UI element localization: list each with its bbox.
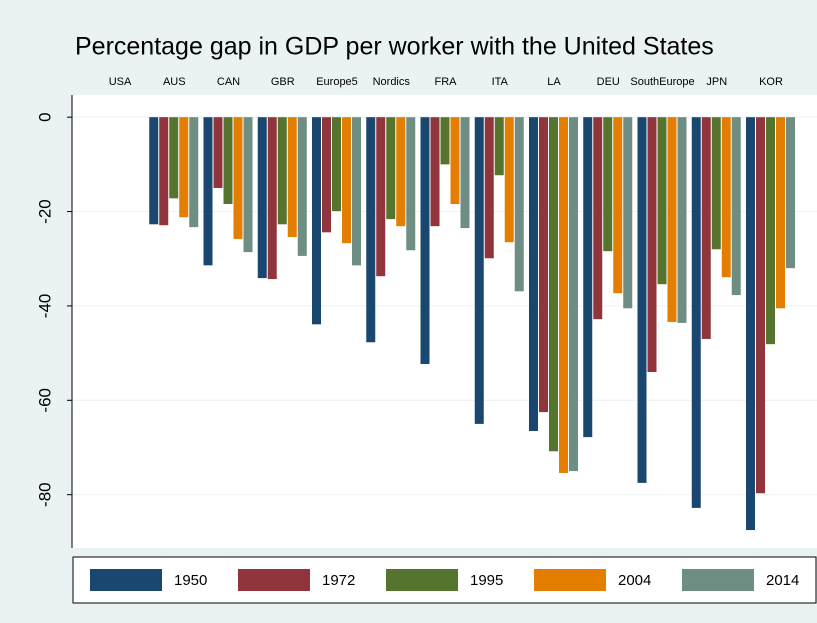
x-tick-label: Europe5 [316,76,358,88]
legend-swatch [386,569,458,591]
bar [677,117,687,323]
bar [583,117,593,438]
y-tick-label: -80 [35,482,54,507]
bar [766,117,775,345]
bar [637,117,647,483]
bar [539,117,548,413]
bar [243,117,253,253]
x-tick-label: GBR [271,76,295,88]
bar [420,117,430,364]
y-tick-label: 0 [35,112,54,121]
bar [169,117,179,199]
bar [504,117,514,243]
bar [440,117,450,165]
legend-swatch [238,569,310,591]
legend-label: 1950 [174,572,207,589]
bar [786,117,795,269]
legend-label: 2014 [766,572,799,589]
bar [647,117,657,372]
bar [366,117,376,343]
bar [179,117,189,218]
bar [484,117,494,259]
bar [342,117,351,244]
bar [731,117,741,296]
bar [287,117,297,238]
legend-label: 1995 [470,572,503,589]
bar [233,117,243,239]
x-tick-label: DEU [597,76,620,88]
bar [430,117,440,227]
bar [613,117,623,294]
bar [376,117,386,277]
bar [189,117,199,228]
bar [322,117,331,233]
x-tick-label: JPN [706,76,727,88]
legend-label: 2004 [618,572,651,589]
bar [450,117,460,205]
bar [223,117,233,205]
bar [529,117,538,431]
bar [406,117,416,251]
y-tick-label: -20 [35,199,54,224]
bar [352,117,361,266]
bar [257,117,267,279]
y-tick-label: -40 [35,294,54,319]
bar [396,117,406,227]
bar [603,117,613,252]
bar [756,117,765,494]
y-tick-label: -60 [35,388,54,413]
chart-title: Percentage gap in GDP per worker with th… [75,33,714,61]
bar [297,117,307,256]
legend-swatch [90,569,162,591]
bar [569,117,578,472]
legend-label: 1972 [322,572,355,589]
bar [514,117,524,292]
bar [474,117,484,424]
bar [159,117,169,226]
bar [559,117,568,473]
bar [332,117,341,212]
x-tick-label: KOR [759,76,783,88]
legend-swatch [682,569,754,591]
bar [776,117,785,309]
bar [691,117,701,508]
bar [277,117,287,225]
bar [312,117,321,325]
bar [549,117,558,452]
x-tick-label: SouthEurope [630,76,694,88]
bar [203,117,213,266]
bar [593,117,603,320]
bar [494,117,504,176]
bar [711,117,721,250]
legend-swatch [534,569,606,591]
bar [213,117,223,188]
bar [623,117,633,309]
bar [657,117,667,285]
bar [149,117,159,225]
bar [267,117,277,280]
x-tick-label: Nordics [373,76,411,88]
x-tick-label: USA [109,76,132,88]
bar [721,117,731,278]
x-tick-label: AUS [163,76,186,88]
bar [460,117,470,229]
bar [386,117,396,220]
bar [746,117,755,531]
bar [701,117,711,339]
x-tick-label: CAN [217,76,240,88]
x-tick-label: FRA [435,76,458,88]
x-tick-label: ITA [492,76,509,88]
x-tick-label: LA [547,76,561,88]
bar [667,117,677,322]
